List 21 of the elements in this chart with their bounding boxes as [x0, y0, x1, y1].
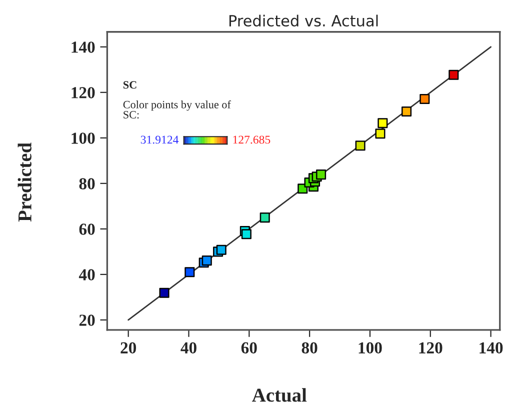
annotation: SC: [123, 81, 136, 89]
y-tick-label: 60: [79, 224, 95, 235]
y-tick-label: 140: [72, 42, 95, 53]
y-axis-title: Predicted: [18, 142, 32, 222]
annotation: 31.9124: [140, 136, 179, 144]
y-tick-label: 20: [79, 314, 95, 326]
annotation: 127.685: [233, 136, 270, 144]
y-tick-label: 120: [72, 87, 95, 98]
x-tick-label: 20: [120, 342, 136, 354]
chart-title: Predicted vs. Actual: [229, 14, 378, 27]
x-axis-title: Actual: [252, 388, 307, 402]
x-tick-label: 40: [180, 342, 196, 354]
y-tick-label: 100: [72, 132, 95, 144]
annotation: Color points by value of SC:: [123, 100, 231, 119]
y-tick-label: 80: [79, 178, 95, 190]
x-tick-label: 60: [241, 342, 257, 354]
x-tick-label: 140: [480, 342, 503, 354]
x-tick-label: 80: [302, 342, 318, 354]
x-tick-label: 100: [358, 342, 382, 354]
x-tick-label: 120: [419, 342, 442, 354]
y-tick-label: 40: [78, 269, 95, 280]
